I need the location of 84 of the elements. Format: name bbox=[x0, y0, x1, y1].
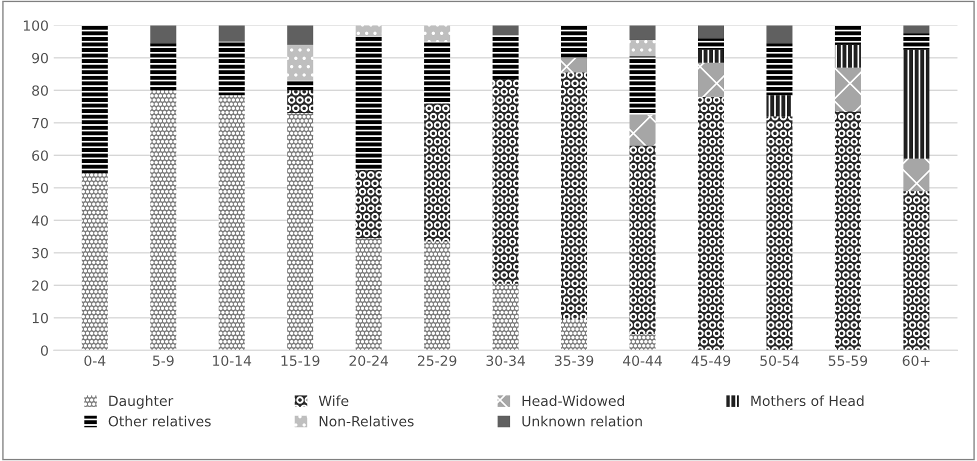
bar bbox=[834, 68, 861, 112]
bar bbox=[698, 96, 724, 350]
legend-label: Daughter bbox=[109, 395, 174, 409]
bar bbox=[834, 25, 861, 45]
bar bbox=[356, 25, 382, 37]
bar bbox=[903, 158, 930, 192]
bar bbox=[561, 72, 588, 320]
y-tick-label: 40 bbox=[32, 215, 48, 226]
bar bbox=[218, 95, 245, 350]
x-tick-label: 45-49 bbox=[691, 355, 730, 366]
bar bbox=[698, 50, 724, 63]
bar bbox=[287, 90, 314, 114]
legend-label: Other relatives bbox=[108, 416, 211, 426]
bar bbox=[150, 43, 176, 90]
x-tick-label: 25-29 bbox=[418, 355, 456, 366]
bar bbox=[150, 25, 176, 44]
bar bbox=[287, 113, 314, 350]
bar bbox=[424, 25, 450, 42]
bar bbox=[630, 56, 656, 115]
bar bbox=[287, 25, 314, 45]
y-tick-label: 70 bbox=[32, 118, 48, 128]
bar bbox=[492, 78, 519, 284]
bar bbox=[218, 25, 245, 42]
legend-label: Wife bbox=[318, 395, 348, 406]
legend-label: Mothers of Head bbox=[751, 395, 864, 406]
bar bbox=[834, 44, 861, 68]
bar bbox=[356, 36, 382, 170]
x-tick-label: 20-24 bbox=[350, 355, 388, 366]
x-tick-label: 60+ bbox=[902, 355, 930, 366]
x-tick-label: 40-44 bbox=[623, 355, 662, 366]
bar bbox=[150, 90, 176, 350]
y-tick-label: 0 bbox=[40, 345, 48, 356]
bar bbox=[766, 116, 792, 350]
bar bbox=[630, 334, 656, 350]
bar bbox=[287, 44, 314, 81]
x-tick-label: 55-59 bbox=[828, 355, 868, 366]
bar bbox=[561, 25, 588, 58]
bar bbox=[630, 146, 656, 334]
legend-label: Head-Widowed bbox=[522, 395, 624, 406]
bar bbox=[903, 191, 930, 350]
bar bbox=[561, 58, 588, 72]
bar bbox=[287, 80, 314, 90]
bar bbox=[492, 284, 519, 350]
bar bbox=[698, 62, 724, 97]
y-tick-label: 80 bbox=[32, 85, 48, 96]
y-tick-label: 90 bbox=[32, 52, 48, 64]
x-tick-label: 30-34 bbox=[486, 355, 525, 366]
bar bbox=[424, 103, 450, 242]
bar bbox=[903, 33, 930, 50]
bar bbox=[698, 38, 724, 50]
y-tick-label: 30 bbox=[32, 248, 48, 258]
x-tick-label: 0-4 bbox=[84, 355, 106, 366]
bar bbox=[82, 173, 108, 350]
x-tick-label: 10-14 bbox=[213, 355, 252, 366]
bar bbox=[630, 40, 656, 56]
legend-label: Non-Relatives bbox=[320, 416, 414, 426]
bar bbox=[766, 43, 792, 96]
bar bbox=[766, 25, 792, 44]
bar bbox=[766, 95, 792, 116]
bar bbox=[356, 238, 382, 350]
y-tick-label: 100 bbox=[24, 20, 48, 31]
x-tick-label: 5-9 bbox=[153, 355, 174, 366]
y-tick-label: 10 bbox=[32, 312, 48, 324]
bar bbox=[630, 25, 656, 40]
x-tick-label: 35-39 bbox=[554, 355, 594, 366]
bar bbox=[561, 319, 588, 350]
bar bbox=[903, 50, 930, 159]
bar bbox=[218, 42, 245, 96]
bar bbox=[424, 42, 450, 104]
bar bbox=[356, 170, 382, 238]
bar bbox=[903, 25, 930, 34]
x-tick-label: 50-54 bbox=[760, 355, 799, 366]
x-tick-label: 15-19 bbox=[282, 355, 320, 366]
bar bbox=[492, 25, 519, 36]
bar bbox=[82, 25, 108, 174]
bar bbox=[492, 35, 519, 79]
y-tick-label: 50 bbox=[32, 182, 48, 194]
bar bbox=[834, 111, 861, 350]
bar bbox=[698, 25, 724, 38]
bar bbox=[424, 241, 450, 350]
legend-label: Unknown relation bbox=[522, 416, 642, 426]
y-tick-label: 20 bbox=[32, 280, 48, 291]
bar bbox=[630, 114, 656, 146]
y-tick-label: 60 bbox=[32, 150, 48, 161]
